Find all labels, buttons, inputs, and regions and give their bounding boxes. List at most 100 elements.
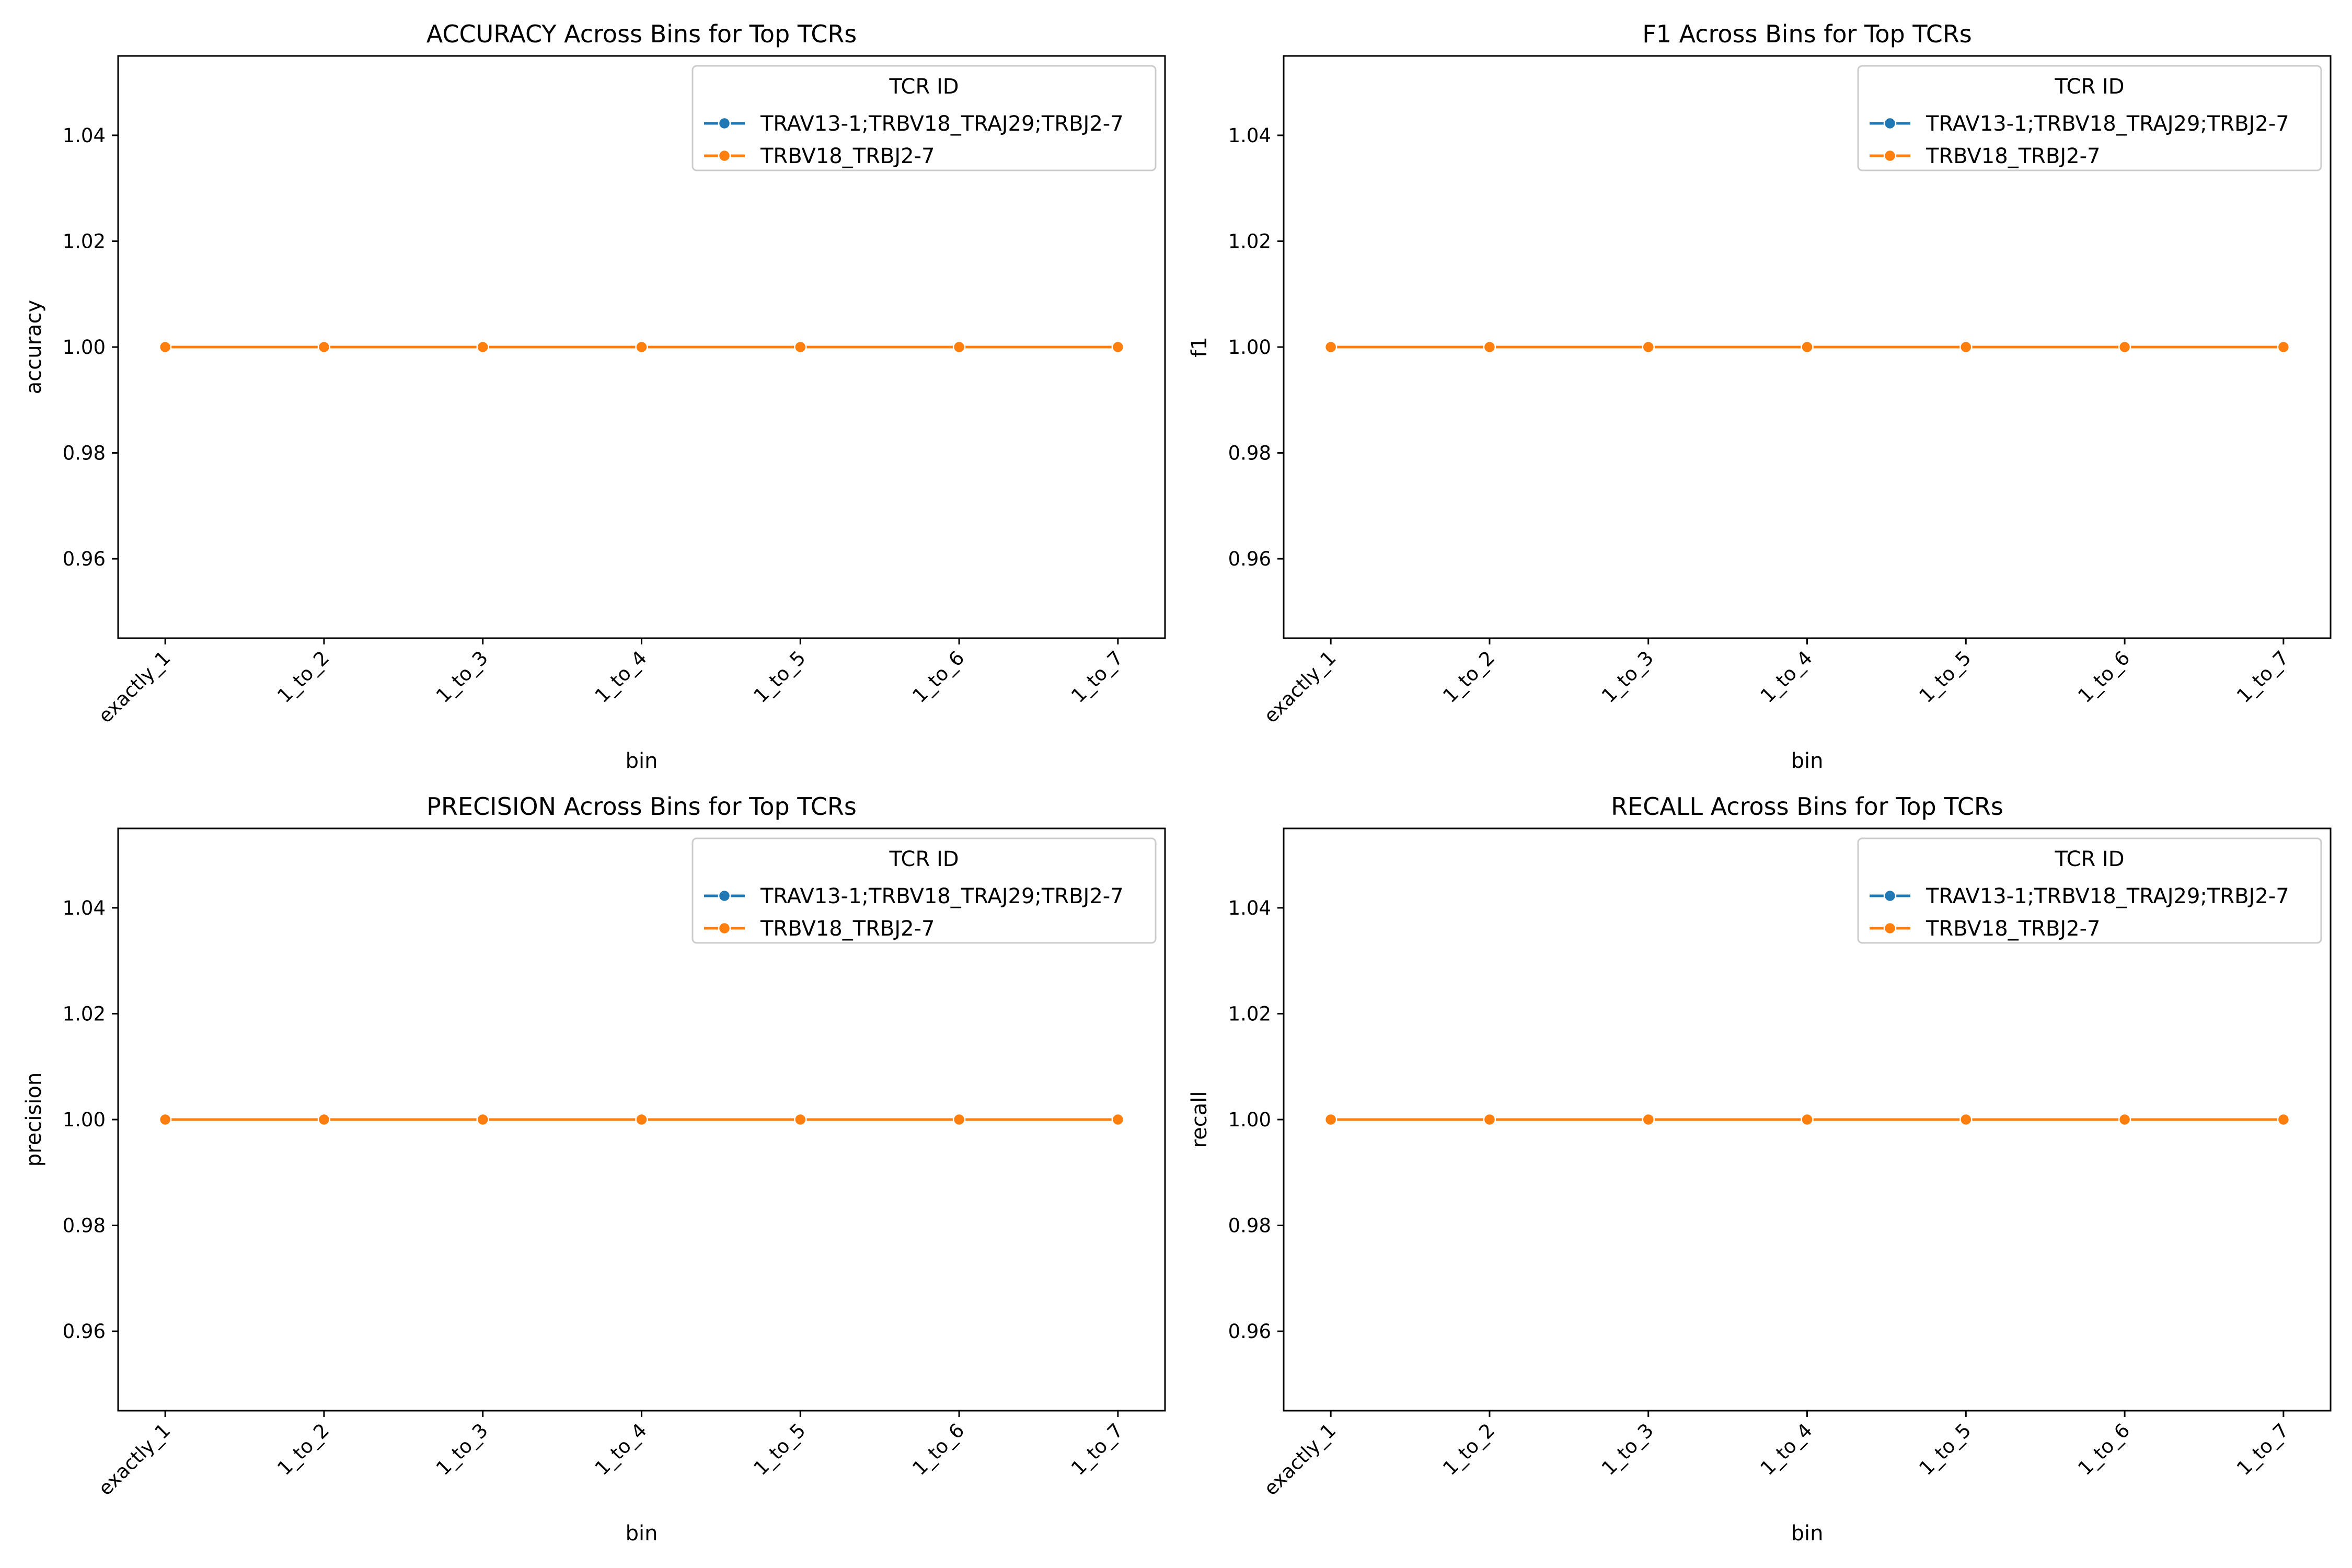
series-2-point bbox=[1483, 1113, 1496, 1126]
legend-box bbox=[691, 837, 1157, 944]
series-2-point bbox=[1801, 340, 1814, 354]
x-tick-label: 1_to_3 bbox=[432, 1419, 492, 1480]
y-tick-label: 1.04 bbox=[1228, 124, 1271, 147]
series-2-point bbox=[1959, 1113, 1973, 1126]
x-tick-label: exactly_1 bbox=[94, 1419, 175, 1500]
y-axis-label: f1 bbox=[1187, 337, 1212, 358]
subplot-1: ACCURACY Across Bins for Top TCRs 0.96 0.9… bbox=[22, 20, 1166, 773]
legend-swatch-marker bbox=[718, 921, 731, 935]
series-2-point bbox=[1483, 340, 1496, 354]
y-tick-label: 0.96 bbox=[1228, 1320, 1271, 1343]
subplot-3: PRECISION Across Bins for Top TCRs 0.96 0.… bbox=[22, 792, 1166, 1546]
y-tick-label: 1.04 bbox=[63, 897, 106, 919]
series-2-point bbox=[476, 1113, 489, 1126]
y-tick-label: 0.98 bbox=[1228, 442, 1271, 465]
legend-swatch-marker bbox=[718, 117, 731, 130]
x-tick-label: 1_to_5 bbox=[1915, 647, 1976, 707]
series-2-point bbox=[317, 340, 331, 354]
x-tick-label: 1_to_7 bbox=[2232, 1419, 2293, 1480]
legend-entry: TRAV13-1;TRBV18_TRAJ29;TRBJ2-7 bbox=[760, 112, 1124, 136]
x-tick-label: 1_to_2 bbox=[1438, 1419, 1499, 1480]
legend-swatch-marker bbox=[1883, 921, 1897, 935]
x-tick-label: 1_to_6 bbox=[908, 647, 969, 707]
series-2-point bbox=[1642, 1113, 1655, 1126]
y-tick-label: 0.96 bbox=[63, 548, 106, 570]
x-axis-label: bin bbox=[626, 749, 658, 773]
legend-title: TCR ID bbox=[889, 847, 959, 871]
x-tick-label: 1_to_5 bbox=[1915, 1419, 1976, 1480]
y-tick-label: 0.98 bbox=[63, 1215, 106, 1237]
legend-entry: TRBV18_TRBJ2-7 bbox=[1926, 917, 2101, 941]
series-2-point bbox=[1111, 340, 1125, 354]
y-tick-label: 0.98 bbox=[63, 442, 106, 465]
x-axis-label: bin bbox=[1791, 749, 1824, 773]
x-tick-label: 1_to_7 bbox=[1067, 647, 1127, 707]
legend-swatch-marker bbox=[1883, 117, 1897, 130]
legend-swatch-marker bbox=[718, 889, 731, 903]
x-tick-label: 1_to_4 bbox=[591, 1419, 651, 1480]
x-tick-label: exactly_1 bbox=[94, 647, 175, 728]
series-2-point bbox=[158, 340, 172, 354]
series-2-point bbox=[476, 340, 489, 354]
x-tick-label: 1_to_7 bbox=[1067, 1419, 1127, 1480]
series-2-point bbox=[952, 1113, 966, 1126]
x-axis-label: bin bbox=[1791, 1521, 1824, 1546]
series-2-point bbox=[2118, 1113, 2131, 1126]
x-axis-label: bin bbox=[626, 1521, 658, 1546]
series-2-point bbox=[1959, 340, 1973, 354]
series-2-point bbox=[635, 1113, 648, 1126]
legend-entry: TRAV13-1;TRBV18_TRAJ29;TRBJ2-7 bbox=[760, 884, 1124, 908]
legend-swatch-marker bbox=[1883, 149, 1897, 163]
legend-entry: TRAV13-1;TRBV18_TRAJ29;TRBJ2-7 bbox=[1926, 884, 2289, 908]
legend-title: TCR ID bbox=[2054, 847, 2124, 871]
legend-title: TCR ID bbox=[2054, 75, 2124, 99]
y-tick-label: 1.00 bbox=[1228, 336, 1271, 359]
x-tick-label: 1_to_5 bbox=[750, 647, 810, 707]
y-axis-label: precision bbox=[22, 1073, 46, 1167]
y-tick-label: 1.00 bbox=[63, 1109, 106, 1131]
series-2-point bbox=[794, 1113, 807, 1126]
y-tick-label: 1.02 bbox=[1228, 1002, 1271, 1025]
x-tick-label: 1_to_4 bbox=[591, 647, 651, 707]
x-tick-label: 1_to_4 bbox=[1756, 1419, 1817, 1480]
subplot-2: F1 Across Bins for Top TCRs 0.96 0.98 1.00 1… bbox=[1187, 20, 2332, 773]
series-2-point bbox=[158, 1113, 172, 1126]
legend-entry: TRAV13-1;TRBV18_TRAJ29;TRBJ2-7 bbox=[1926, 112, 2289, 136]
x-tick-label: 1_to_2 bbox=[1438, 647, 1499, 707]
y-tick-label: 1.00 bbox=[1228, 1109, 1271, 1131]
legend-entry: TRBV18_TRBJ2-7 bbox=[760, 144, 935, 168]
legend-swatch-marker bbox=[1883, 889, 1897, 903]
series-2-point bbox=[794, 340, 807, 354]
x-tick-label: 1_to_7 bbox=[2232, 647, 2293, 707]
y-tick-label: 1.04 bbox=[1228, 897, 1271, 919]
x-tick-label: 1_to_2 bbox=[273, 1419, 333, 1480]
x-tick-label: 1_to_4 bbox=[1756, 647, 1817, 707]
series-2-point bbox=[2118, 340, 2131, 354]
x-tick-label: 1_to_6 bbox=[2073, 1419, 2134, 1480]
y-tick-label: 0.98 bbox=[1228, 1215, 1271, 1237]
series-2-point bbox=[1801, 1113, 1814, 1126]
series-2-point bbox=[1324, 340, 1338, 354]
legend-box bbox=[1857, 65, 2322, 171]
y-tick-label: 1.04 bbox=[63, 124, 106, 147]
x-tick-label: 1_to_2 bbox=[273, 647, 333, 707]
series-2-point bbox=[2277, 1113, 2290, 1126]
x-tick-label: 1_to_3 bbox=[432, 647, 492, 707]
legend-swatch-marker bbox=[718, 149, 731, 163]
chart-title: RECALL Across Bins for Top TCRs bbox=[1611, 792, 2003, 821]
subplot-4: RECALL Across Bins for Top TCRs 0.96 0.98 1… bbox=[1187, 792, 2332, 1546]
y-tick-label: 0.96 bbox=[1228, 548, 1271, 570]
x-tick-label: exactly_1 bbox=[1260, 1419, 1341, 1500]
chart-title: ACCURACY Across Bins for Top TCRs bbox=[426, 20, 857, 48]
series-2-point bbox=[1324, 1113, 1338, 1126]
legend-entry: TRBV18_TRBJ2-7 bbox=[1926, 144, 2101, 168]
y-tick-label: 0.96 bbox=[63, 1320, 106, 1343]
series-2-point bbox=[317, 1113, 331, 1126]
legend-entry: TRBV18_TRBJ2-7 bbox=[760, 917, 935, 941]
series-2-point bbox=[1111, 1113, 1125, 1126]
y-axis-label: recall bbox=[1187, 1091, 1212, 1148]
legend-box bbox=[1857, 837, 2322, 944]
series-2-point bbox=[952, 340, 966, 354]
x-tick-label: 1_to_5 bbox=[750, 1419, 810, 1480]
y-tick-label: 1.02 bbox=[1228, 230, 1271, 252]
